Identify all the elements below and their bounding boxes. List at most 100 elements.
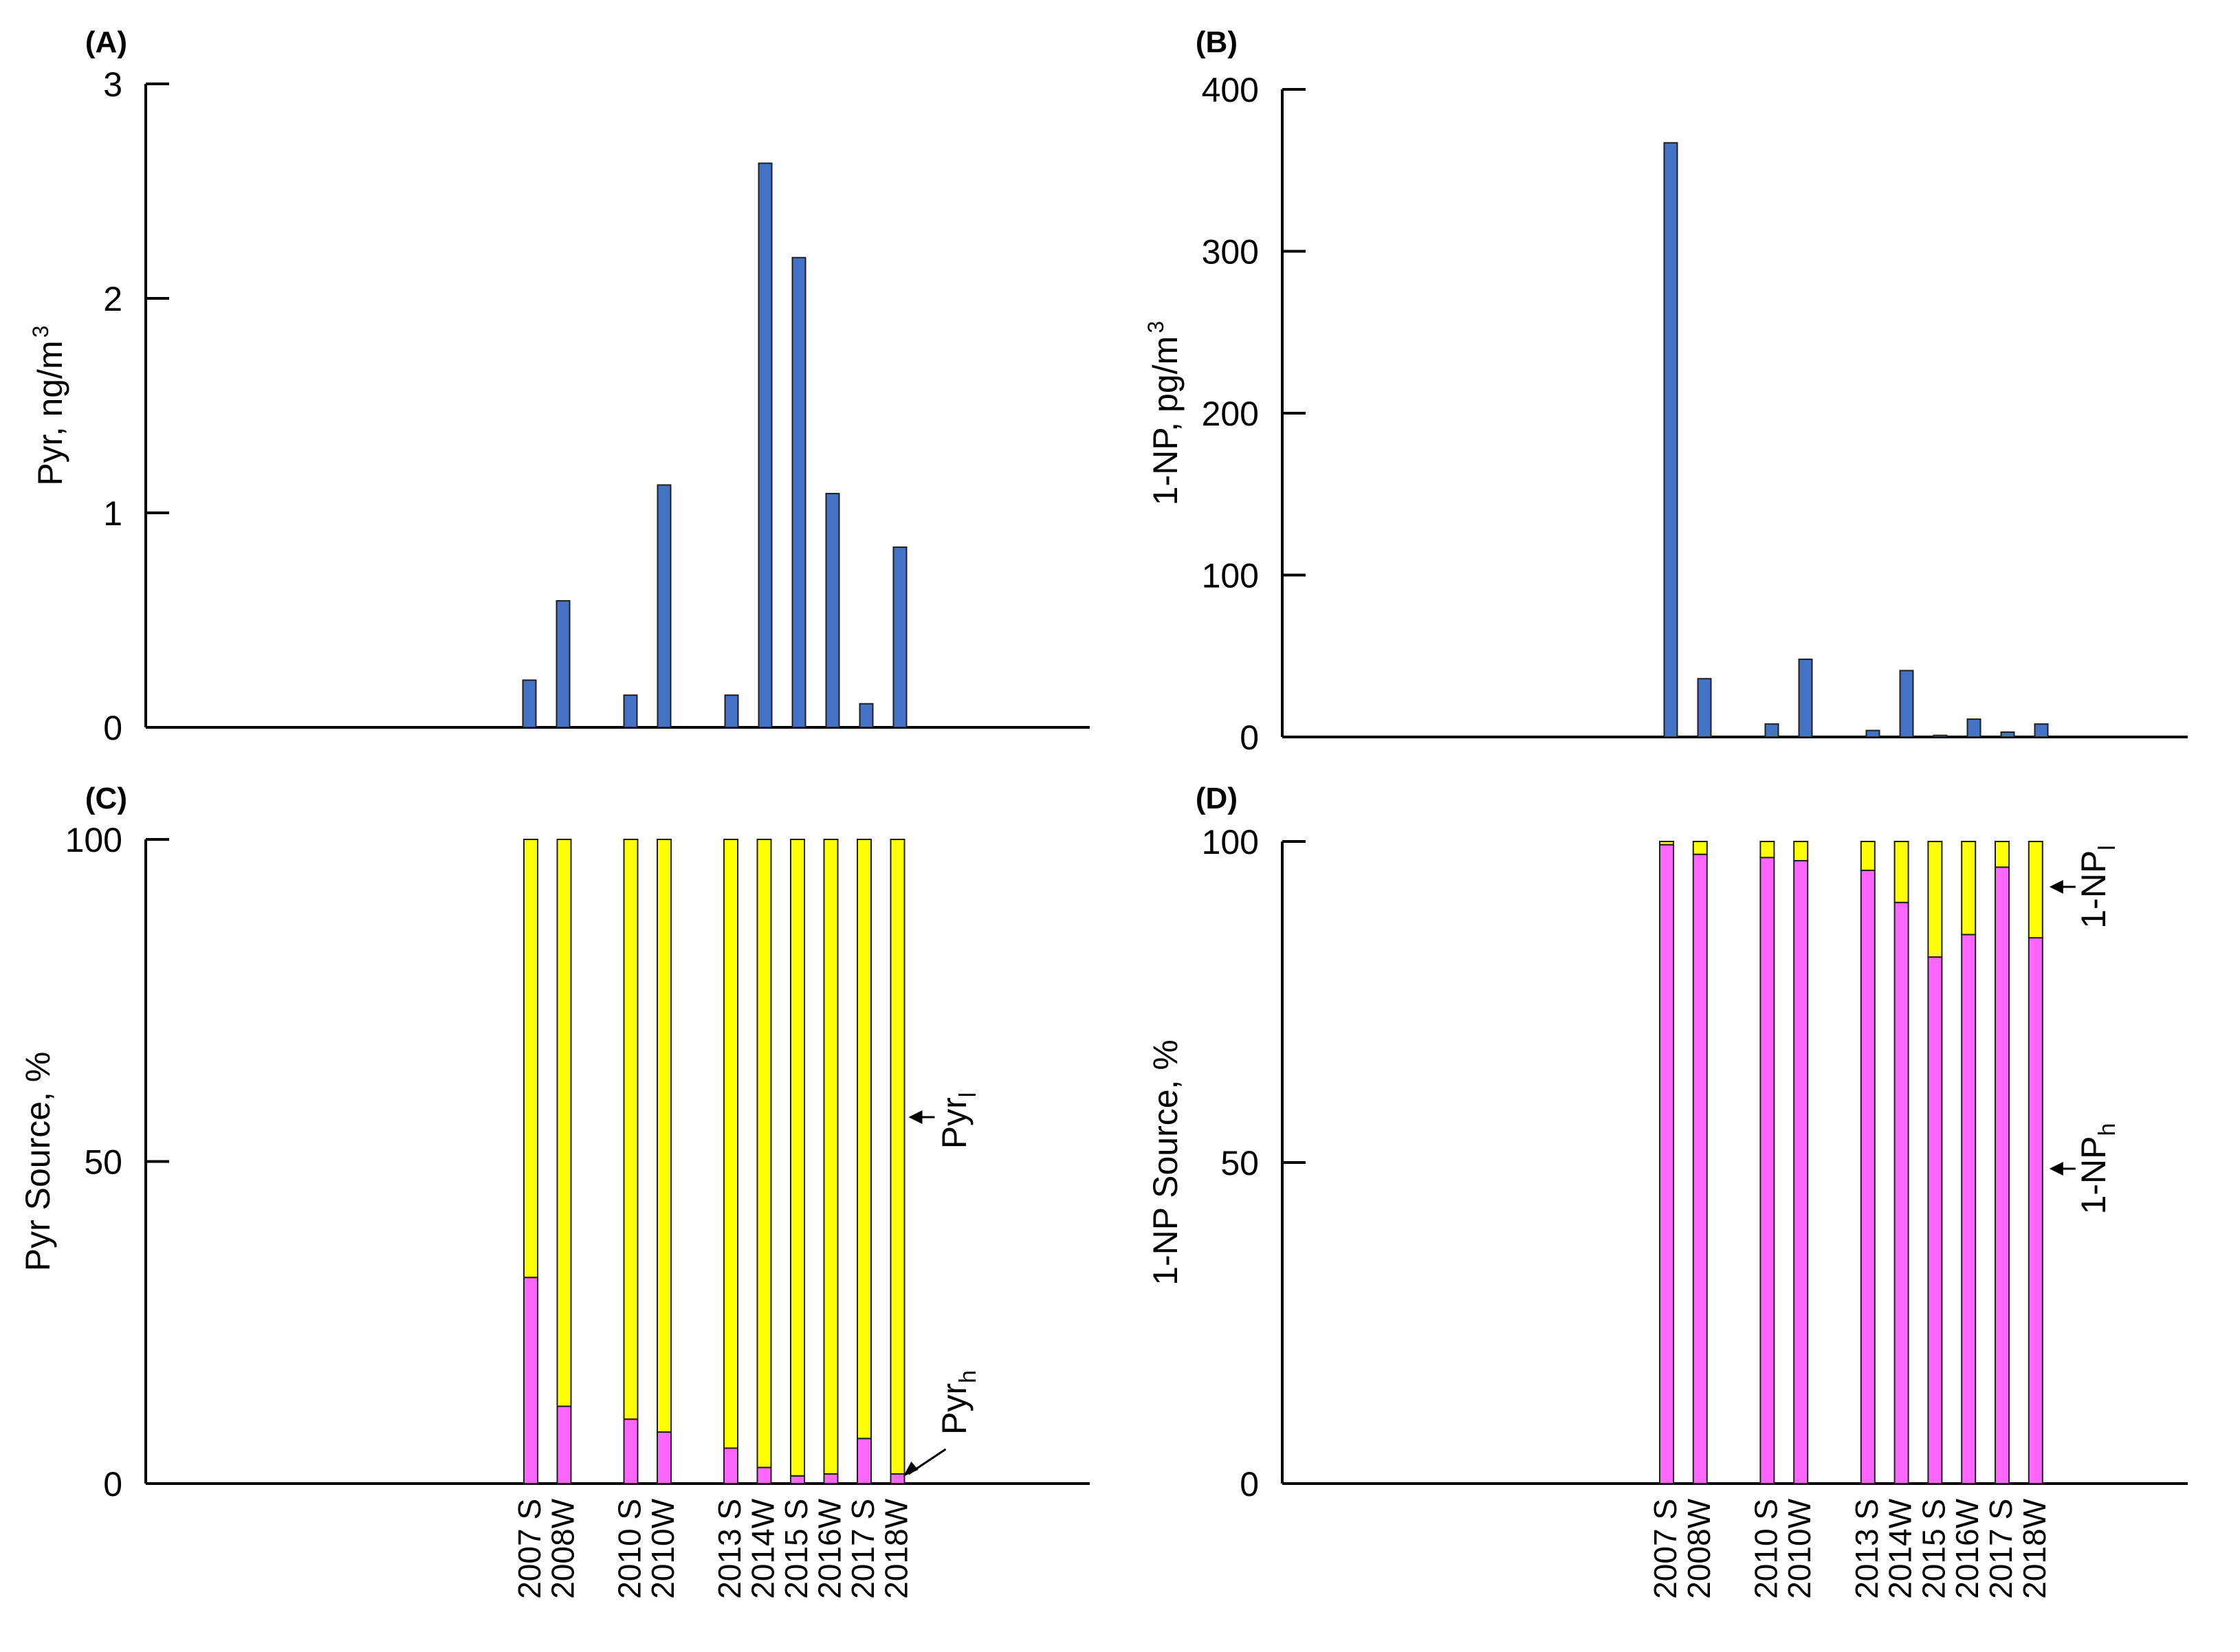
panel-c-bar-2017-s-pyr-h (857, 1438, 872, 1484)
panel-c-bar-2017-s-pyr-l (857, 839, 872, 1440)
panel-b-bar-2013-s (1865, 729, 1880, 738)
panel-c-bar-2014w-pyr-l (756, 839, 772, 1468)
panel-a-bar-2007-s (522, 679, 537, 728)
panel-d-category-label: 2015 S (1915, 1499, 1951, 1599)
panel-c-category-label: 2010W (645, 1498, 681, 1598)
panel-c-bar-2013-s-pyr-l (723, 839, 738, 1449)
panel-d-annotation-1-np-l: 1-NPl (2074, 845, 2120, 928)
panel-c-bar-2010-s-pyr-l (623, 839, 639, 1420)
panel-c-category-label: 2016W (812, 1498, 848, 1598)
panel-b-y-axis-title-superscript: 3 (1143, 321, 1168, 333)
panel-d-category-label: 2017 S (1983, 1499, 2019, 1599)
panel-c-category-label: 2017 S (845, 1499, 881, 1599)
panel-b-bar-2014w (1899, 670, 1914, 738)
panel-d-ytick-label: 50 (1220, 1144, 1259, 1182)
panel-a-bar-2016w (825, 492, 840, 728)
panel-c-category-label: 2014W (745, 1498, 781, 1598)
panel-d-category-label: 2018W (2017, 1498, 2052, 1598)
panel-b-bar-2010w (1798, 658, 1813, 738)
panel-c-ytick-label: 100 (65, 821, 122, 859)
panel-b-ytick-label: 200 (1202, 395, 1259, 433)
panel-d-bar-2018w-1-np-h (2028, 937, 2043, 1484)
panel-d-bar-2016w-1-np-l (1961, 841, 1977, 936)
panel-d-annotation-1-np-l-arrow-head (2049, 880, 2063, 894)
panel-c-bar-2016w-pyr-l (823, 839, 839, 1475)
panel-c-category-label: 2007 S (512, 1499, 547, 1599)
panel-c-bar-2018w-pyr-h (890, 1473, 905, 1485)
panel-a-label: (A) (85, 25, 127, 59)
panel-a-bar-2013-s (724, 694, 739, 729)
panel-a-y-axis-title-text: Pyr, ng/m (31, 338, 69, 485)
panel-b-bar-2016w (1966, 718, 1981, 738)
panel-d-bar-2014w-1-np-l (1893, 841, 1909, 903)
panel-d-bar-2008w-1-np-h (1692, 853, 1708, 1485)
panel-a-bar-2015-s (791, 256, 806, 729)
panel-c-category-label: 2010 S (612, 1499, 648, 1599)
panel-c-bar-2015-s-pyr-h (790, 1475, 805, 1485)
panel-d-ytick-label: 0 (1240, 1465, 1259, 1504)
panel-d-bar-2010w-1-np-h (1793, 860, 1809, 1484)
panel-b: (B) 0 100 200 300 400 1-NP, pg/m 3 (1143, 25, 2188, 757)
panel-c-category-label: 2015 S (778, 1499, 814, 1599)
panel-b-bar-2008w (1697, 678, 1712, 738)
panel-c-annotation-pyr-l-subscript: l (955, 1092, 981, 1098)
panel-c-ytick-label: 0 (103, 1465, 122, 1504)
panel-b-label: (B) (1196, 25, 1238, 59)
panel-c-bar-2007-s-pyr-l (523, 839, 538, 1279)
panel-d-bar-2013-s-1-np-l (1860, 841, 1876, 872)
panel-a-bar-2010-s (623, 694, 638, 729)
panel-c-annotation-pyr-l-arrow-head (908, 1110, 923, 1124)
panel-d-category-label: 2007 S (1647, 1499, 1683, 1599)
panel-a-bar-2017-s (859, 703, 874, 728)
panel-c-category-label: 2013 S (712, 1499, 747, 1599)
panel-d-annotation-1-np-l-subscript: l (2094, 845, 2120, 850)
panel-a-ytick-label: 1 (103, 494, 122, 533)
panel-d-category-label: 2013 S (1849, 1499, 1885, 1599)
panel-d-bar-2008w-1-np-l (1692, 841, 1708, 855)
panel-b-bar-2018w (2034, 723, 2049, 738)
panel-c-bar-2016w-pyr-h (823, 1473, 839, 1485)
panel-c-annotation-pyr-h-base: Pyr (935, 1383, 974, 1435)
panel-c-bar-2010-s-pyr-h (623, 1418, 639, 1485)
panel-b-y-axis-title: 1-NP, pg/m 3 (1143, 321, 1185, 505)
panel-d-bar-2014w-1-np-h (1893, 901, 1909, 1484)
panel-b-y-axis-title-text: 1-NP, pg/m (1146, 333, 1185, 506)
panel-d-annotation-1-np-h-subscript: h (2094, 1123, 2120, 1136)
panel-b-bar-2010-s (1764, 723, 1779, 738)
panel-c-annotation-pyr-l-base: Pyr (935, 1097, 974, 1149)
panel-d-y-axis-title: 1-NP Source, % (1146, 1039, 1185, 1286)
panel-d-bar-2018w-1-np-l (2028, 841, 2043, 939)
panel-b-ytick-label: 100 (1202, 557, 1259, 595)
panel-c-ytick-label: 50 (84, 1143, 122, 1182)
panel-c-label: (C) (85, 782, 127, 815)
panel-d-bar-2016w-1-np-h (1961, 934, 1977, 1485)
panel-d-bar-2017-s-1-np-h (1995, 866, 2010, 1484)
panel-d-annotation-1-np-l-base: 1-NP (2074, 850, 2113, 929)
panel-d-annotation-1-np-h: 1-NPh (2074, 1123, 2120, 1215)
panel-b-bar-2015-s (1933, 734, 1948, 738)
panel-c-category-label: 2008W (545, 1498, 581, 1598)
panel-c-bar-2008w-pyr-h (556, 1405, 572, 1485)
panel-d-bar-2015-s-1-np-l (1927, 841, 1943, 958)
panel-b-ytick-label: 0 (1240, 718, 1259, 757)
panel-a-y-axis-title-superscript: 3 (28, 325, 53, 338)
panel-b-ytick-label: 400 (1202, 71, 1259, 109)
panel-a-bar-2018w (892, 546, 908, 728)
panel-d-annotation-1-np-h-arrow-head (2049, 1162, 2063, 1176)
panel-d-category-label: 2008W (1681, 1498, 1717, 1598)
panel-d-bar-2010-s-1-np-l (1759, 841, 1775, 859)
panel-c-annotation-pyr-l: Pyrl (935, 1092, 981, 1149)
panel-d-bar-2017-s-1-np-l (1995, 841, 2010, 868)
panel-a-ytick-label: 3 (103, 65, 122, 104)
panel-d-bar-2010w-1-np-l (1793, 841, 1809, 862)
panel-d-category-label: 2014W (1882, 1498, 1918, 1598)
panel-a-ytick-label: 2 (103, 280, 122, 318)
panel-c-category-label: 2018W (879, 1498, 914, 1598)
panel-c-bar-2013-s-pyr-h (723, 1447, 738, 1485)
panel-a-bar-2014w (758, 162, 773, 728)
panel-d-ytick-label: 100 (1202, 823, 1259, 861)
panel-b-ytick-label: 300 (1202, 233, 1259, 272)
